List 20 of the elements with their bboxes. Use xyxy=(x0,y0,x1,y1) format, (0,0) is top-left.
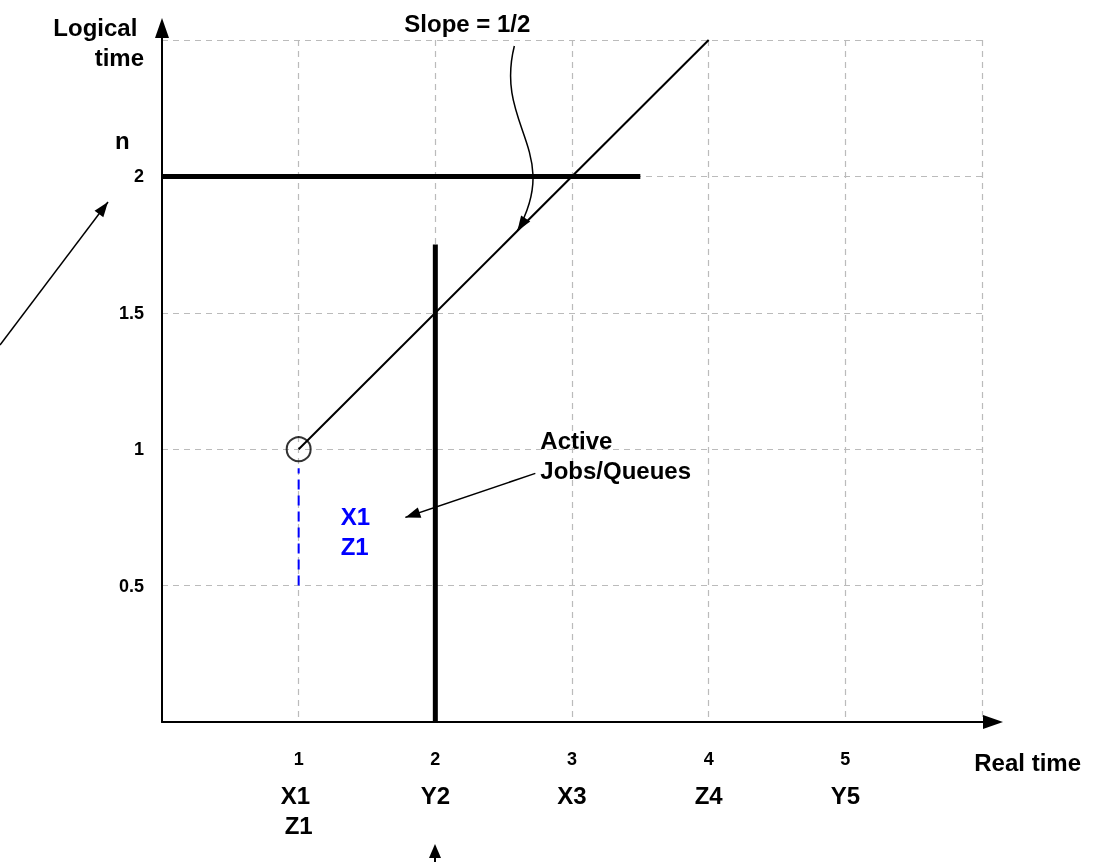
x-tick-label: 5 xyxy=(840,749,851,769)
text: Z4 xyxy=(694,781,724,809)
x-axis-title: Real time xyxy=(974,748,1081,776)
text: Y5 xyxy=(830,781,861,809)
x-tick-label: 2 xyxy=(430,749,441,769)
text: X1 Z1 xyxy=(280,781,317,839)
y-tick-label: 2 xyxy=(133,166,144,187)
series-label: X1 Z1 xyxy=(340,503,377,561)
x-tick-label: 1 xyxy=(293,749,304,769)
annotation: Active Jobs/Queues xyxy=(540,426,692,484)
text: Y2 xyxy=(420,781,451,809)
annotation: Slope = 1/2 xyxy=(404,9,531,37)
text: X3 xyxy=(557,781,587,809)
x-tick-label: 3 xyxy=(566,749,578,769)
text: n xyxy=(115,126,130,154)
y-tick-label: 1 xyxy=(133,439,144,460)
y-axis-title: Logical time xyxy=(53,13,144,71)
x-tick-label: 4 xyxy=(703,749,714,769)
y-tick-label: 1.5 xyxy=(118,302,144,323)
y-tick-label: 0.5 xyxy=(118,575,144,596)
